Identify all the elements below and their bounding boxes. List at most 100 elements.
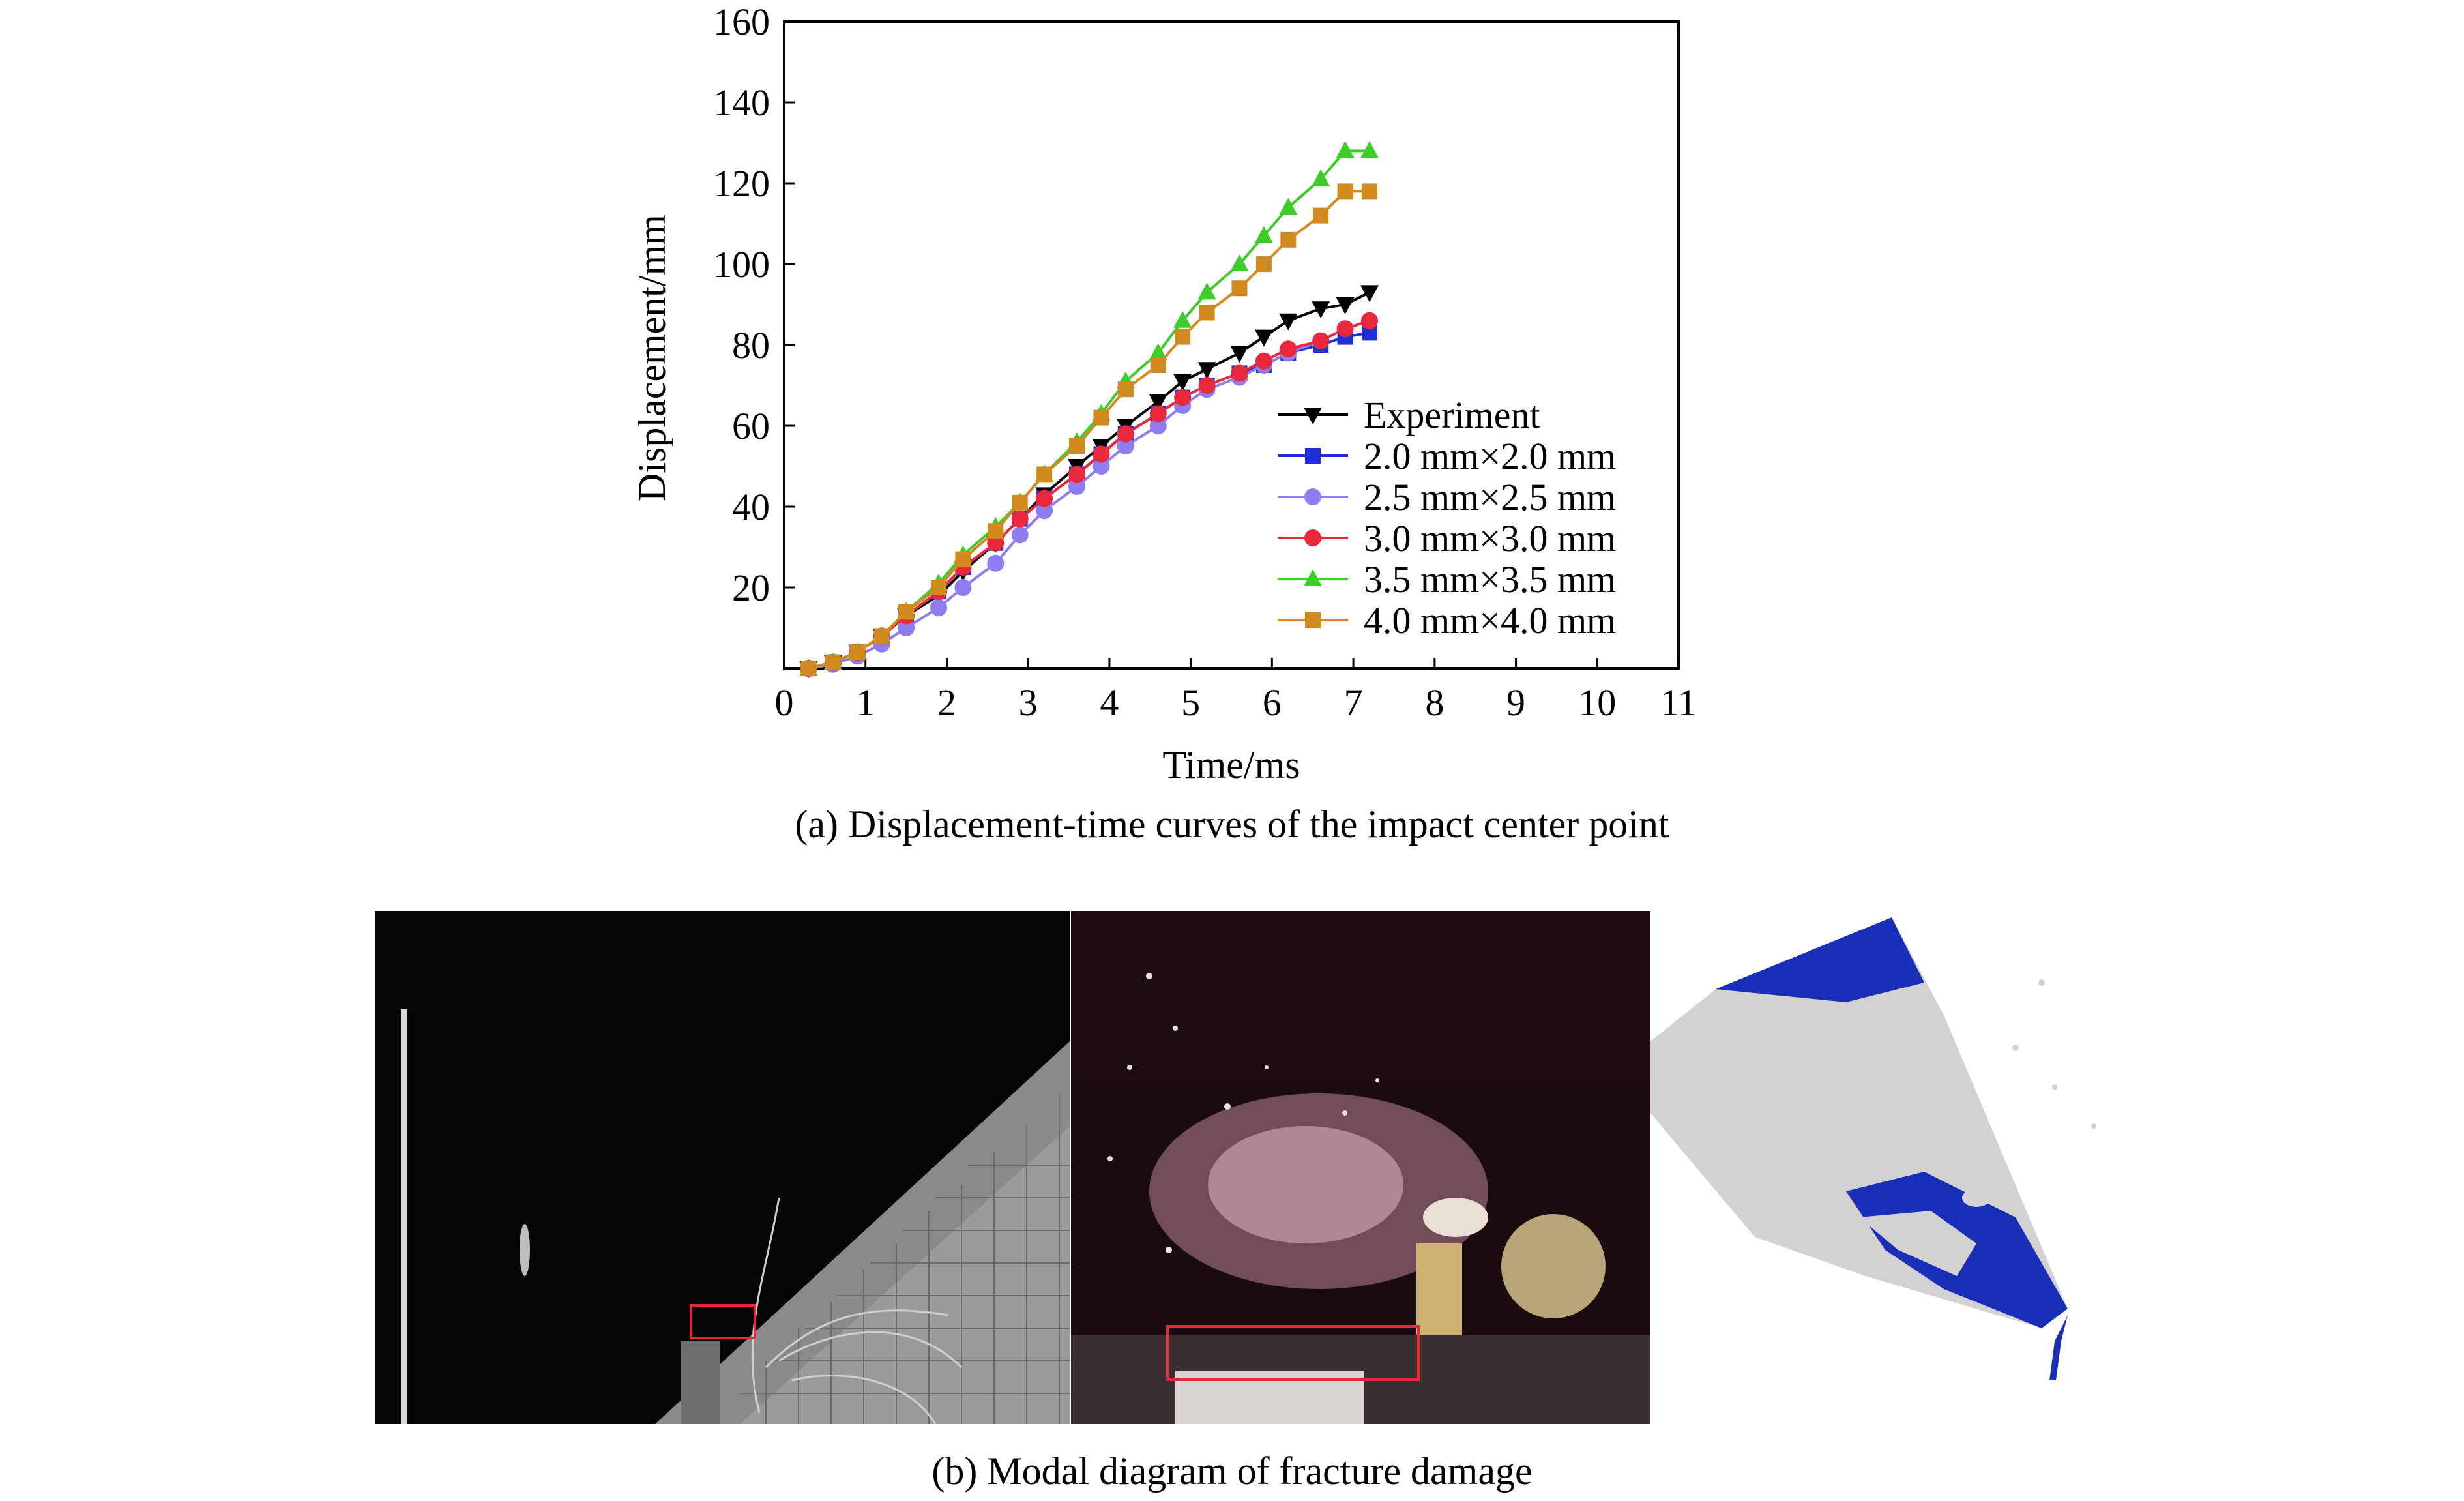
- data-point: [1173, 374, 1192, 391]
- x-axis-label: Time/ms: [1162, 743, 1300, 786]
- data-point: [1337, 183, 1353, 200]
- data-point: [1011, 510, 1029, 528]
- legend-item-5: 4.0 mm×4.0 mm: [1278, 599, 1616, 642]
- x-tick-label: 10: [1578, 681, 1616, 724]
- data-point: [1093, 445, 1110, 463]
- data-point: [1036, 490, 1053, 507]
- data-point: [1117, 438, 1134, 454]
- y-tick-label: 80: [732, 324, 770, 366]
- legend-item-2: 2.5 mm×2.5 mm: [1278, 476, 1616, 518]
- x-tick-label: 4: [1100, 681, 1119, 724]
- series-3: [800, 312, 1379, 677]
- x-tick-label: 2: [937, 681, 956, 724]
- legend-label: 3.5 mm×3.5 mm: [1364, 558, 1616, 601]
- legend-marker: [1304, 408, 1322, 424]
- data-point: [1230, 346, 1249, 363]
- data-point: [873, 628, 890, 644]
- legend-marker: [1304, 529, 1321, 546]
- series-line: [808, 319, 1370, 670]
- data-point: [1312, 301, 1330, 319]
- data-point: [1036, 466, 1053, 483]
- data-point: [1174, 389, 1192, 406]
- data-point: [1362, 183, 1378, 200]
- data-point: [1036, 502, 1053, 520]
- x-tick-label: 1: [856, 681, 875, 724]
- data-point: [1149, 405, 1167, 423]
- data-point: [1149, 343, 1167, 361]
- data-point: [898, 619, 915, 636]
- data-point: [1255, 256, 1272, 272]
- y-tick-label: 20: [732, 567, 770, 609]
- data-point: [1336, 320, 1354, 338]
- data-point: [1068, 478, 1086, 495]
- data-point: [1280, 231, 1297, 248]
- legend-marker: [1305, 448, 1321, 464]
- data-point: [1231, 364, 1248, 382]
- data-point: [987, 554, 1005, 572]
- data-point: [1336, 141, 1355, 158]
- data-point: [1117, 425, 1134, 443]
- data-point: [1254, 329, 1273, 347]
- data-point: [1012, 494, 1028, 511]
- y-tick-label: 120: [713, 162, 770, 205]
- y-axis-label: Displacement/mm: [630, 215, 673, 501]
- series-line: [808, 319, 1370, 670]
- legend-item-3: 3.0 mm×3.0 mm: [1278, 517, 1616, 559]
- legend-item-0: Experiment: [1278, 394, 1540, 436]
- legend-label: 3.0 mm×3.0 mm: [1364, 517, 1616, 559]
- legend-label: 4.0 mm×4.0 mm: [1364, 599, 1616, 642]
- data-point: [1175, 329, 1191, 345]
- data-point: [930, 580, 946, 595]
- data-point: [1117, 381, 1134, 398]
- data-point: [1149, 394, 1167, 411]
- data-point: [1279, 198, 1298, 215]
- chart-series: [799, 141, 1379, 678]
- data-point: [955, 551, 971, 567]
- legend-item-4: 3.5 mm×3.5 mm: [1278, 558, 1616, 601]
- legend-marker: [1304, 569, 1322, 586]
- series-line: [808, 149, 1370, 670]
- legend-item-1: 2.0 mm×2.0 mm: [1278, 435, 1616, 477]
- data-point: [1231, 280, 1248, 297]
- chart-axes: 0 1 2 3 4 5 6 7 8 9 10 11 20 40 60 80 100 120 140 160 Time/m…: [630, 1, 1697, 786]
- data-point: [1199, 305, 1215, 321]
- data-point: [1312, 169, 1330, 186]
- legend-label: 2.5 mm×2.5 mm: [1364, 476, 1616, 518]
- caption-a: (a) Displacement-time curves of the impa…: [795, 803, 1669, 846]
- x-tick-label: 5: [1181, 681, 1200, 724]
- data-point: [1312, 332, 1330, 349]
- data-point: [1149, 417, 1167, 434]
- x-tick-label: 11: [1660, 681, 1697, 724]
- data-point: [800, 661, 817, 676]
- data-point: [954, 579, 972, 596]
- y-tick-label: 100: [713, 243, 770, 286]
- data-point: [1011, 526, 1029, 544]
- x-tick-label: 7: [1344, 681, 1363, 724]
- data-point: [1197, 282, 1216, 300]
- x-tick-label: 6: [1263, 681, 1282, 724]
- series-line: [808, 331, 1370, 670]
- data-point: [930, 599, 947, 616]
- series-2: [800, 312, 1379, 677]
- data-point: [988, 523, 1004, 539]
- data-point: [1255, 352, 1272, 370]
- data-point: [825, 654, 841, 670]
- data-point: [1360, 285, 1379, 303]
- data-point: [1197, 362, 1216, 379]
- experiment-photo-left: [375, 911, 1070, 1424]
- data-point: [898, 604, 915, 620]
- series-5: [800, 183, 1378, 676]
- x-tick-label: 3: [1019, 681, 1038, 724]
- data-point: [849, 644, 866, 661]
- legend-marker: [1305, 612, 1321, 628]
- y-tick-label: 160: [713, 1, 770, 43]
- data-point: [1360, 141, 1379, 158]
- x-tick-label: 0: [775, 681, 794, 724]
- data-point: [1068, 466, 1086, 483]
- series-4: [799, 141, 1379, 676]
- y-tick-label: 140: [713, 82, 770, 124]
- data-point: [1093, 409, 1109, 426]
- x-tick-label: 9: [1506, 681, 1525, 724]
